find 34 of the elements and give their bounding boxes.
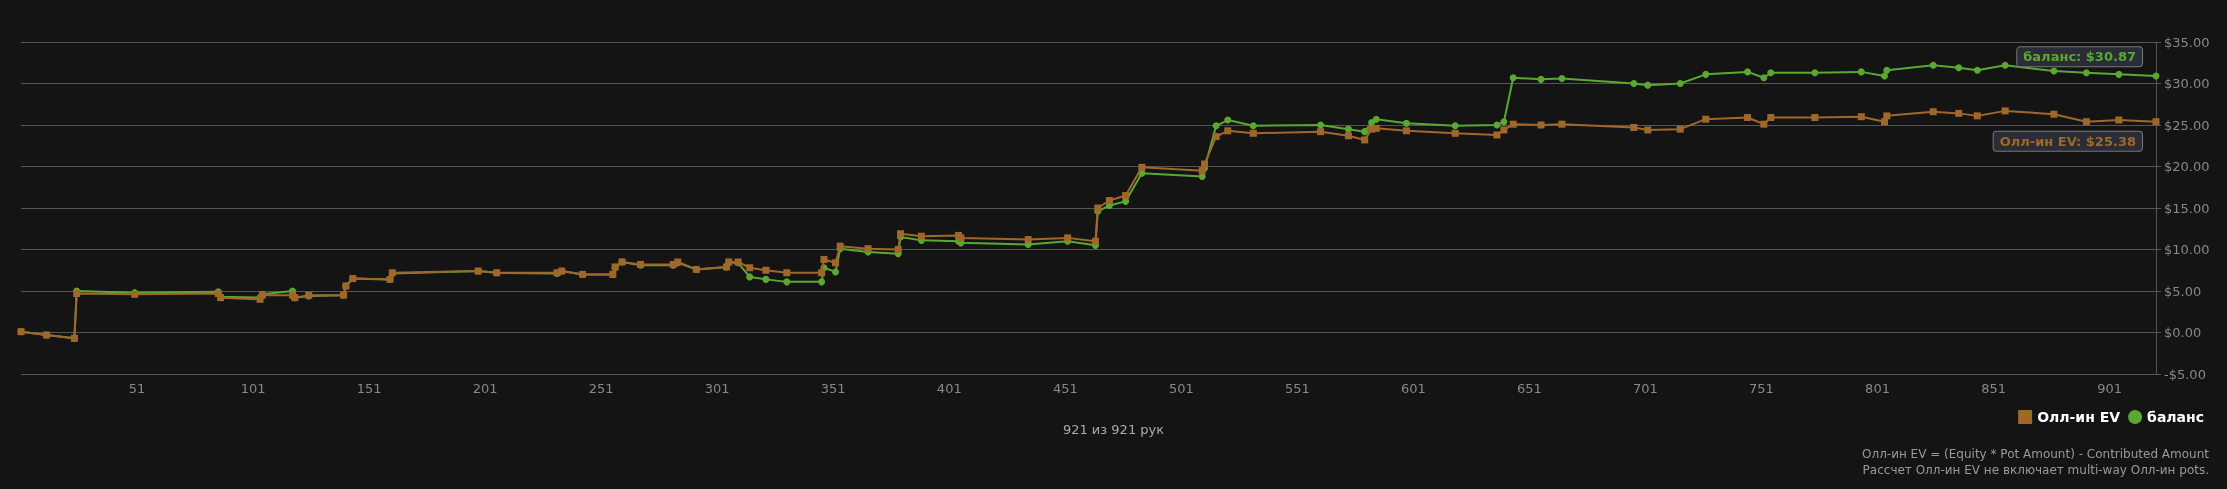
- y-tick-label: -$5.00: [2164, 366, 2206, 382]
- text: Олл-ин EV = (Equity * Pot Amount) - Contributed Amount: [1862, 447, 2210, 461]
- y-tick-label: $35.00: [2164, 34, 2210, 50]
- x-tick-label: 201: [472, 381, 498, 396]
- x-tick-label: 301: [704, 381, 730, 396]
- x-tick-label: 651: [1517, 381, 1542, 396]
- x-tick-label: 701: [1633, 381, 1658, 396]
- x-tick-label: 401: [936, 381, 962, 396]
- x-axis-title: 921 из 921 рук: [1062, 422, 1165, 437]
- y-tick-label: $5.00: [2164, 283, 2202, 299]
- x-tick-label: 501: [1168, 381, 1194, 396]
- legend-label: Олл-ин EV: [2037, 409, 2121, 425]
- annotation: баланс: $30.87: [2023, 49, 2136, 65]
- x-tick-label: 101: [240, 381, 266, 396]
- y-tick-label: $15.00: [2164, 200, 2210, 216]
- x-tick-label: 851: [1981, 381, 2006, 396]
- x-tick-label: 251: [588, 381, 614, 396]
- legend-label: баланс: [2147, 409, 2205, 425]
- x-tick-label: 151: [356, 381, 382, 396]
- y-tick-label: $30.00: [2164, 76, 2210, 91]
- x-tick-label: 451: [1052, 381, 1078, 396]
- x-tick-label: 351: [820, 381, 846, 396]
- y-tick-label: $10.00: [2164, 242, 2210, 257]
- y-tick-label: $25.00: [2164, 117, 2210, 133]
- y-tick-label: $0.00: [2164, 325, 2202, 340]
- y-tick-label: $20.00: [2164, 159, 2210, 174]
- annotation: Олл-ин EV: $25.38: [1999, 133, 2136, 149]
- x-tick-label: 551: [1284, 381, 1310, 396]
- x-tick-label: 801: [1865, 381, 1890, 396]
- text: Рассчет Олл-ин EV не включает multi-way Олл-ин pots.: [1862, 463, 2210, 477]
- x-tick-label: 751: [1749, 381, 1774, 396]
- x-tick-label: 901: [2097, 381, 2122, 396]
- x-tick-label: 601: [1400, 381, 1426, 396]
- x-tick-label: 51: [128, 381, 146, 396]
